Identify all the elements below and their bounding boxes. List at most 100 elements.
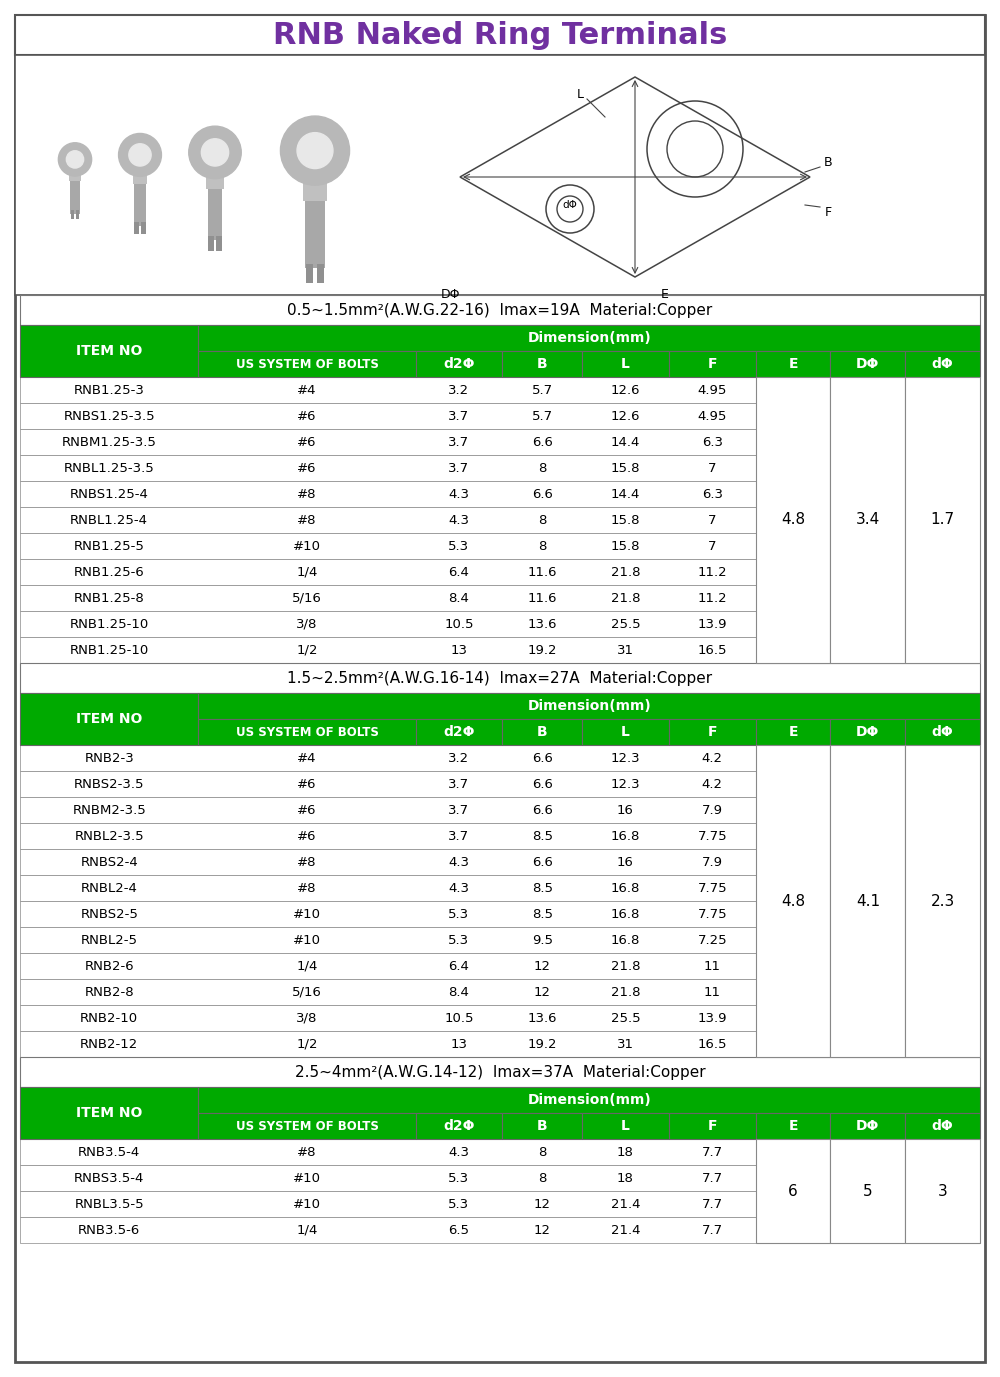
Text: 6.5: 6.5 xyxy=(448,1224,469,1237)
Bar xyxy=(15,15,985,55)
Bar xyxy=(198,351,416,377)
Bar xyxy=(20,771,980,797)
Text: 6.6: 6.6 xyxy=(532,855,553,869)
Text: L: L xyxy=(621,726,630,739)
Text: Dimension(mm): Dimension(mm) xyxy=(527,700,651,713)
Text: #8: #8 xyxy=(297,487,317,500)
Text: RNBM1.25-3.5: RNBM1.25-3.5 xyxy=(62,435,157,449)
Text: 5/16: 5/16 xyxy=(292,986,322,998)
Text: 19.2: 19.2 xyxy=(527,1037,557,1051)
Text: d2Φ: d2Φ xyxy=(443,1120,475,1133)
Text: RNB1.25-6: RNB1.25-6 xyxy=(74,566,145,578)
Bar xyxy=(141,222,146,234)
Bar xyxy=(20,533,980,559)
Bar xyxy=(20,662,980,693)
Text: 10.5: 10.5 xyxy=(444,617,474,631)
Bar xyxy=(756,1113,830,1139)
Text: #6: #6 xyxy=(297,778,317,790)
Bar xyxy=(208,237,214,251)
Circle shape xyxy=(119,134,161,176)
Text: 3.7: 3.7 xyxy=(448,804,470,817)
Text: US SYSTEM OF BOLTS: US SYSTEM OF BOLTS xyxy=(236,358,378,370)
Text: 7.7: 7.7 xyxy=(702,1172,723,1184)
Bar xyxy=(20,979,980,1005)
Text: 4.2: 4.2 xyxy=(702,752,723,764)
Text: 5/16: 5/16 xyxy=(292,592,322,605)
Bar xyxy=(20,1005,980,1031)
Text: Dimension(mm): Dimension(mm) xyxy=(527,330,651,346)
Text: 3/8: 3/8 xyxy=(296,1012,318,1024)
Text: #4: #4 xyxy=(297,752,317,764)
Text: 21.8: 21.8 xyxy=(611,986,640,998)
Circle shape xyxy=(280,116,350,185)
Bar xyxy=(20,1217,980,1243)
Text: 4.2: 4.2 xyxy=(702,778,723,790)
Bar xyxy=(416,719,502,745)
Text: B: B xyxy=(537,726,548,739)
Text: dΦ: dΦ xyxy=(563,200,577,211)
Bar xyxy=(20,481,980,507)
Bar xyxy=(20,1165,980,1191)
Text: L: L xyxy=(576,88,584,102)
Text: 21.8: 21.8 xyxy=(611,592,640,605)
Bar xyxy=(216,237,222,251)
Text: 1/4: 1/4 xyxy=(296,960,318,972)
Text: B: B xyxy=(537,1120,548,1133)
Bar xyxy=(20,823,980,850)
Text: #10: #10 xyxy=(293,934,321,946)
Text: RNBL3.5-5: RNBL3.5-5 xyxy=(74,1198,144,1210)
Text: RNB2-6: RNB2-6 xyxy=(84,960,134,972)
Text: RNBS2-4: RNBS2-4 xyxy=(80,855,138,869)
Text: DΦ: DΦ xyxy=(856,1120,880,1133)
Text: RNBL2-5: RNBL2-5 xyxy=(81,934,138,946)
Text: 4.95: 4.95 xyxy=(698,384,727,397)
Circle shape xyxy=(66,150,84,168)
Bar xyxy=(20,874,980,901)
Text: 5.7: 5.7 xyxy=(532,384,553,397)
Bar xyxy=(20,1139,980,1165)
Bar xyxy=(20,901,980,927)
Text: 4.95: 4.95 xyxy=(698,409,727,423)
Text: #6: #6 xyxy=(297,829,317,843)
Text: RNB Naked Ring Terminals: RNB Naked Ring Terminals xyxy=(273,21,727,50)
Text: RNBS2-5: RNBS2-5 xyxy=(80,907,138,920)
Text: 7.75: 7.75 xyxy=(697,881,727,895)
Text: RNB2-8: RNB2-8 xyxy=(84,986,134,998)
Bar xyxy=(71,209,74,219)
Text: dΦ: dΦ xyxy=(932,726,953,739)
Bar xyxy=(669,351,756,377)
Text: 12.6: 12.6 xyxy=(611,409,640,423)
Bar xyxy=(756,745,830,1058)
Bar xyxy=(198,719,416,745)
Text: 8.4: 8.4 xyxy=(449,986,469,998)
Text: 3.4: 3.4 xyxy=(856,512,880,527)
Text: 8: 8 xyxy=(538,514,546,526)
Text: 3.7: 3.7 xyxy=(448,829,470,843)
Text: 6.4: 6.4 xyxy=(449,960,469,972)
Text: RNB1.25-10: RNB1.25-10 xyxy=(70,617,149,631)
Bar xyxy=(20,507,980,533)
Text: 12.6: 12.6 xyxy=(611,384,640,397)
Text: 16: 16 xyxy=(617,804,634,817)
Text: 2.3: 2.3 xyxy=(930,894,955,909)
Text: 3/8: 3/8 xyxy=(296,617,318,631)
Text: 4.3: 4.3 xyxy=(448,855,469,869)
Text: F: F xyxy=(708,1120,717,1133)
Bar xyxy=(20,1086,198,1139)
Text: 3: 3 xyxy=(938,1183,947,1198)
Text: 16.8: 16.8 xyxy=(611,829,640,843)
Text: US SYSTEM OF BOLTS: US SYSTEM OF BOLTS xyxy=(236,726,378,738)
Text: #6: #6 xyxy=(297,435,317,449)
Text: RNBL2-4: RNBL2-4 xyxy=(81,881,138,895)
Bar xyxy=(905,745,980,1058)
Bar xyxy=(20,295,980,325)
Text: 12.3: 12.3 xyxy=(611,778,640,790)
Text: 8: 8 xyxy=(538,1146,546,1158)
Text: 6.3: 6.3 xyxy=(702,487,723,500)
Text: 13: 13 xyxy=(450,1037,467,1051)
Text: US SYSTEM OF BOLTS: US SYSTEM OF BOLTS xyxy=(236,1120,378,1132)
Bar xyxy=(15,55,985,295)
Bar xyxy=(20,953,980,979)
Bar xyxy=(756,377,830,662)
Text: B: B xyxy=(537,357,548,370)
